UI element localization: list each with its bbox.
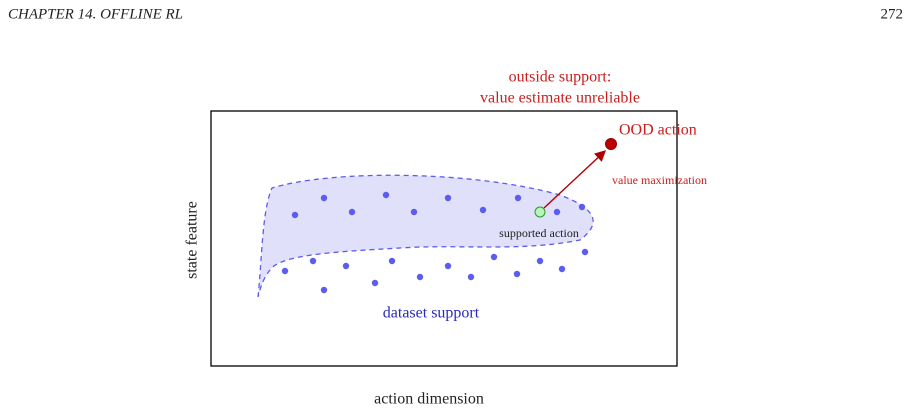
supported-label: supported action [499, 226, 579, 240]
arrow-label: value maximization [612, 173, 707, 187]
y-axis-label: state feature [184, 201, 201, 279]
outside-label: value estimate unreliable [480, 90, 640, 107]
support-region [257, 174, 594, 298]
dataset-points [281, 191, 589, 294]
ood-action-point [605, 138, 617, 150]
supported-action-point [534, 206, 546, 218]
outside-label: outside support: [509, 69, 612, 86]
maximization-arrow [543, 150, 607, 209]
ood-label: OOD action [619, 122, 697, 139]
region-label: dataset support [383, 305, 480, 322]
x-axis-label: action dimension [374, 391, 484, 408]
page-number: 272 [881, 6, 904, 22]
plot-frame [210, 110, 678, 367]
chapter-header: CHAPTER 14. OFFLINE RL [8, 6, 183, 22]
